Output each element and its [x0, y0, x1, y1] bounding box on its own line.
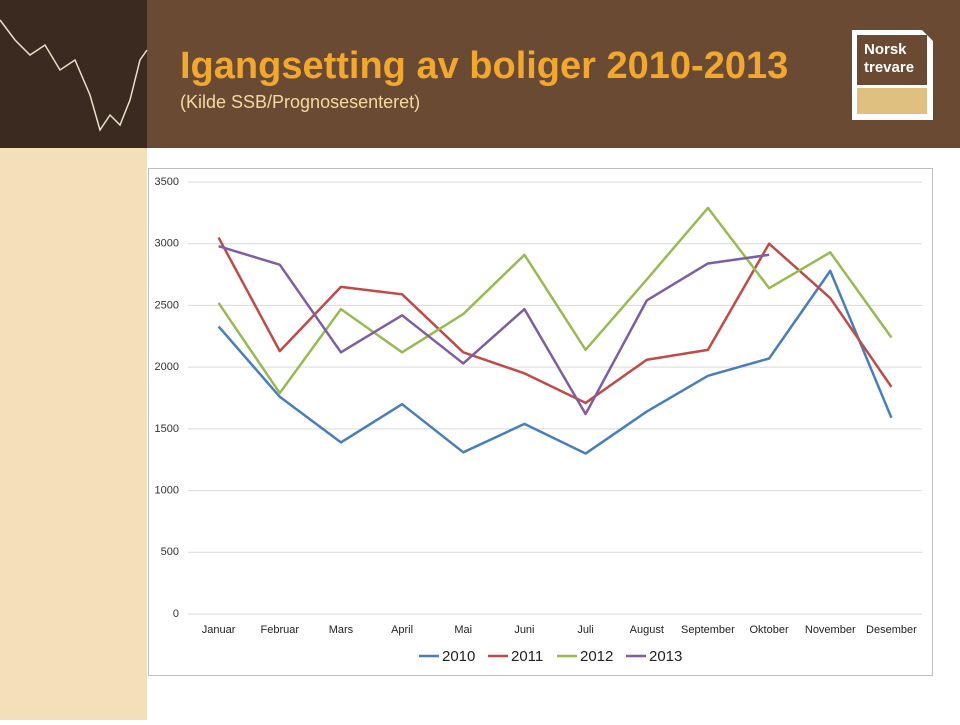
x-tick-label: Desember	[866, 624, 917, 636]
series-line	[217, 206, 893, 395]
legend-label: 2010	[442, 648, 475, 665]
logo-text: trevare	[864, 59, 914, 76]
y-tick-label: 2000	[155, 361, 179, 373]
x-tick-label: Januar	[202, 624, 236, 636]
legend-label: 2012	[580, 648, 613, 665]
x-tick-label: Oktober	[750, 624, 789, 636]
x-tick-label: April	[391, 624, 413, 636]
series-line	[217, 236, 893, 405]
logo-fill	[857, 35, 927, 85]
x-tick-label: Mars	[329, 624, 354, 636]
side-band	[0, 148, 147, 720]
logo-wood	[857, 88, 927, 114]
decor-line	[0, 19, 148, 132]
x-tick-label: November	[805, 624, 856, 636]
y-tick-label: 1000	[155, 484, 179, 496]
x-tick-label: September	[681, 624, 735, 636]
series-line	[217, 269, 893, 455]
chart-frame	[148, 168, 933, 676]
x-tick-label: Juli	[577, 624, 594, 636]
header-band	[0, 0, 960, 148]
legend-label: 2011	[511, 648, 543, 665]
y-tick-label: 2500	[155, 299, 179, 311]
title: Igangsetting av boliger 2010-2013	[180, 45, 788, 87]
logo-text: Norsk	[864, 41, 907, 58]
legend-label: 2013	[649, 648, 682, 665]
plot: 0 500 1000 1500 2000 2500 3000 3500 Januar Februa…	[155, 176, 922, 665]
y-tick-label: 3500	[155, 176, 179, 188]
y-tick-label: 0	[173, 608, 179, 620]
y-tick-label: 1500	[155, 423, 179, 435]
header-image	[0, 0, 147, 148]
y-tick-label: 500	[161, 546, 179, 558]
subtitle: (Kilde SSB/Prognosesenteret)	[180, 92, 420, 112]
x-tick-label: August	[630, 624, 664, 636]
y-tick-label: 3000	[155, 238, 179, 250]
series-line	[218, 244, 770, 416]
x-tick-label: Juni	[514, 624, 534, 636]
x-tick-label: Mai	[454, 624, 472, 636]
x-tick-label: Februar	[260, 624, 299, 636]
